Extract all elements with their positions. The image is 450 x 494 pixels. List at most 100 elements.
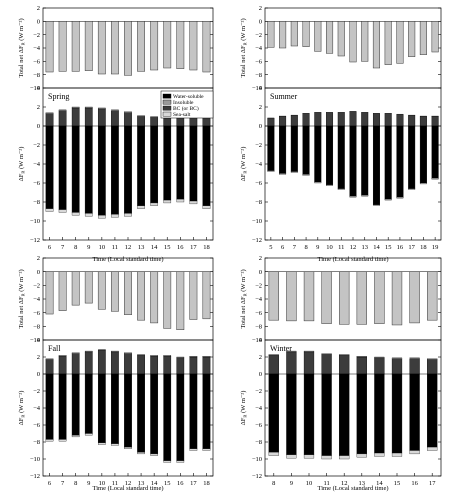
total-net-bar: [150, 21, 159, 71]
ylabel-main: Total net ΔF: [240, 296, 247, 329]
sea-salt-bar: [84, 213, 93, 217]
xtick-label: 6: [48, 480, 52, 487]
total-ytick-label: −8: [33, 324, 40, 331]
sea-salt-bar: [349, 196, 357, 198]
bc-bar: [326, 112, 334, 127]
xtick-label: 11: [323, 480, 329, 487]
comp-ytick-label: −12: [252, 237, 262, 244]
season-label: Winter: [270, 344, 292, 353]
water-soluble-bar: [372, 125, 380, 206]
water-soluble-bar: [202, 373, 211, 450]
xtick-label: 14: [151, 244, 158, 251]
xtick-label: 15: [164, 244, 171, 251]
total-net-bar: [124, 271, 132, 315]
xtick-label: 12: [341, 480, 348, 487]
water-soluble-bar: [163, 373, 172, 461]
insoluble-bar: [176, 356, 185, 359]
insoluble-bar: [163, 355, 172, 357]
sea-salt-bar: [268, 452, 279, 456]
insoluble-bar: [286, 350, 297, 353]
total-ytick-label: −4: [33, 45, 41, 52]
water-soluble-bar: [286, 373, 297, 455]
bc-bar: [150, 117, 159, 127]
xtick-label: 13: [138, 480, 145, 487]
water-soluble-bar: [356, 373, 367, 455]
bc-bar: [163, 117, 172, 127]
insoluble-bar: [339, 354, 350, 356]
total-ytick-label: 0: [37, 269, 40, 276]
xtick-label: 17: [190, 480, 197, 487]
comp-ylabel: ΔFR (W m⁻²): [18, 391, 26, 426]
total-net-bar: [268, 271, 279, 321]
insoluble-bar: [137, 354, 145, 356]
total-net-bar: [409, 271, 420, 324]
xtick-label: 9: [316, 244, 319, 251]
bc-bar: [124, 353, 132, 375]
insoluble-bar: [124, 111, 132, 113]
comp-ytick-label: 2: [259, 104, 262, 111]
water-soluble-bar: [391, 373, 403, 454]
ylabel-sub: R: [21, 415, 26, 418]
comp-ytick-label: 4: [259, 337, 263, 344]
bc-bar: [150, 355, 159, 375]
sea-salt-bar: [163, 199, 172, 204]
xtick-label: 8: [304, 244, 307, 251]
xtick-label: 18: [203, 480, 210, 487]
water-soluble-bar: [374, 373, 385, 454]
total-net-bar: [303, 271, 315, 322]
sea-salt-bar: [419, 182, 427, 185]
sea-salt-bar: [384, 198, 392, 201]
ylabel-main: Total net ΔF: [18, 296, 25, 329]
ylabel-sub: R: [21, 42, 26, 45]
total-net-bar: [84, 271, 93, 304]
water-soluble-bar: [279, 125, 287, 174]
water-soluble-bar: [303, 373, 315, 455]
total-net-bar: [97, 271, 106, 310]
ylabel-main: ΔF: [240, 417, 247, 425]
comp-ytick-label: −8: [255, 439, 262, 446]
insoluble-bar: [71, 352, 80, 354]
bc-bar: [45, 113, 54, 127]
sea-salt-bar: [427, 446, 438, 451]
ylabel-sub: R: [243, 171, 248, 174]
insoluble-bar: [202, 355, 211, 358]
water-soluble-bar: [176, 125, 185, 200]
water-soluble-bar: [150, 125, 159, 204]
insoluble-bar: [58, 109, 67, 111]
total-net-bar: [45, 271, 54, 315]
comp-ytick-label: −6: [33, 180, 41, 187]
xtick-label: 11: [338, 244, 344, 251]
insoluble-bar: [150, 116, 158, 118]
sea-salt-bar: [189, 448, 198, 451]
water-soluble-bar: [409, 373, 420, 451]
xtick-label: 8: [74, 480, 77, 487]
insoluble-bar: [409, 357, 420, 359]
total-net-bar: [427, 271, 438, 321]
insoluble-bar: [374, 356, 385, 359]
sea-salt-bar: [409, 450, 420, 455]
insoluble-bar: [45, 112, 54, 114]
total-ylabel: Total net ΔFR (W m⁻²): [18, 18, 26, 77]
comp-ytick-label: −8: [255, 199, 262, 206]
ylabel-sub: R: [21, 293, 26, 296]
total-ytick-label: −8: [255, 324, 262, 331]
water-soluble-bar: [176, 373, 185, 461]
comp-ytick-label: −10: [30, 456, 40, 463]
sea-salt-bar: [302, 174, 310, 176]
bc-bar: [124, 112, 132, 127]
legend-swatch: [162, 111, 172, 117]
sea-salt-bar: [71, 435, 80, 438]
total-ytick-label: 2: [259, 255, 262, 262]
total-ytick-label: −4: [33, 296, 41, 303]
comp-ytick-label: −6: [33, 422, 41, 429]
comp-ytick-label: 4: [37, 337, 41, 344]
water-soluble-bar: [97, 125, 106, 216]
total-ytick-label: 2: [37, 255, 40, 262]
water-soluble-bar: [302, 125, 310, 175]
comp-ytick-label: −8: [33, 439, 40, 446]
ylabel-unit: (W m⁻²): [240, 391, 247, 415]
insoluble-bar: [45, 358, 54, 360]
xtick-label: 14: [376, 480, 383, 487]
